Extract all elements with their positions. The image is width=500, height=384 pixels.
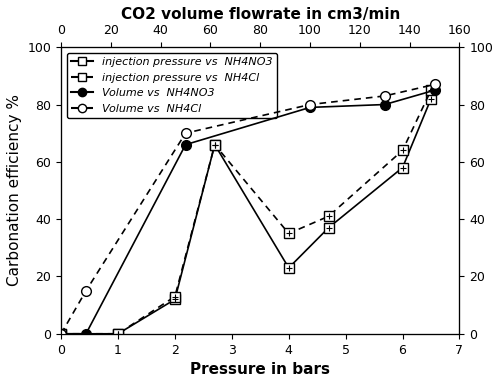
X-axis label: Pressure in bars: Pressure in bars	[190, 362, 330, 377]
Y-axis label: Carbonation efficiency %: Carbonation efficiency %	[7, 94, 22, 286]
X-axis label: CO2 volume flowrate in cm3/min: CO2 volume flowrate in cm3/min	[120, 7, 400, 22]
Legend: injection pressure vs  NH4NO3, injection pressure vs  NH4Cl, Volume vs  NH4NO3, : injection pressure vs NH4NO3, injection …	[66, 53, 278, 118]
